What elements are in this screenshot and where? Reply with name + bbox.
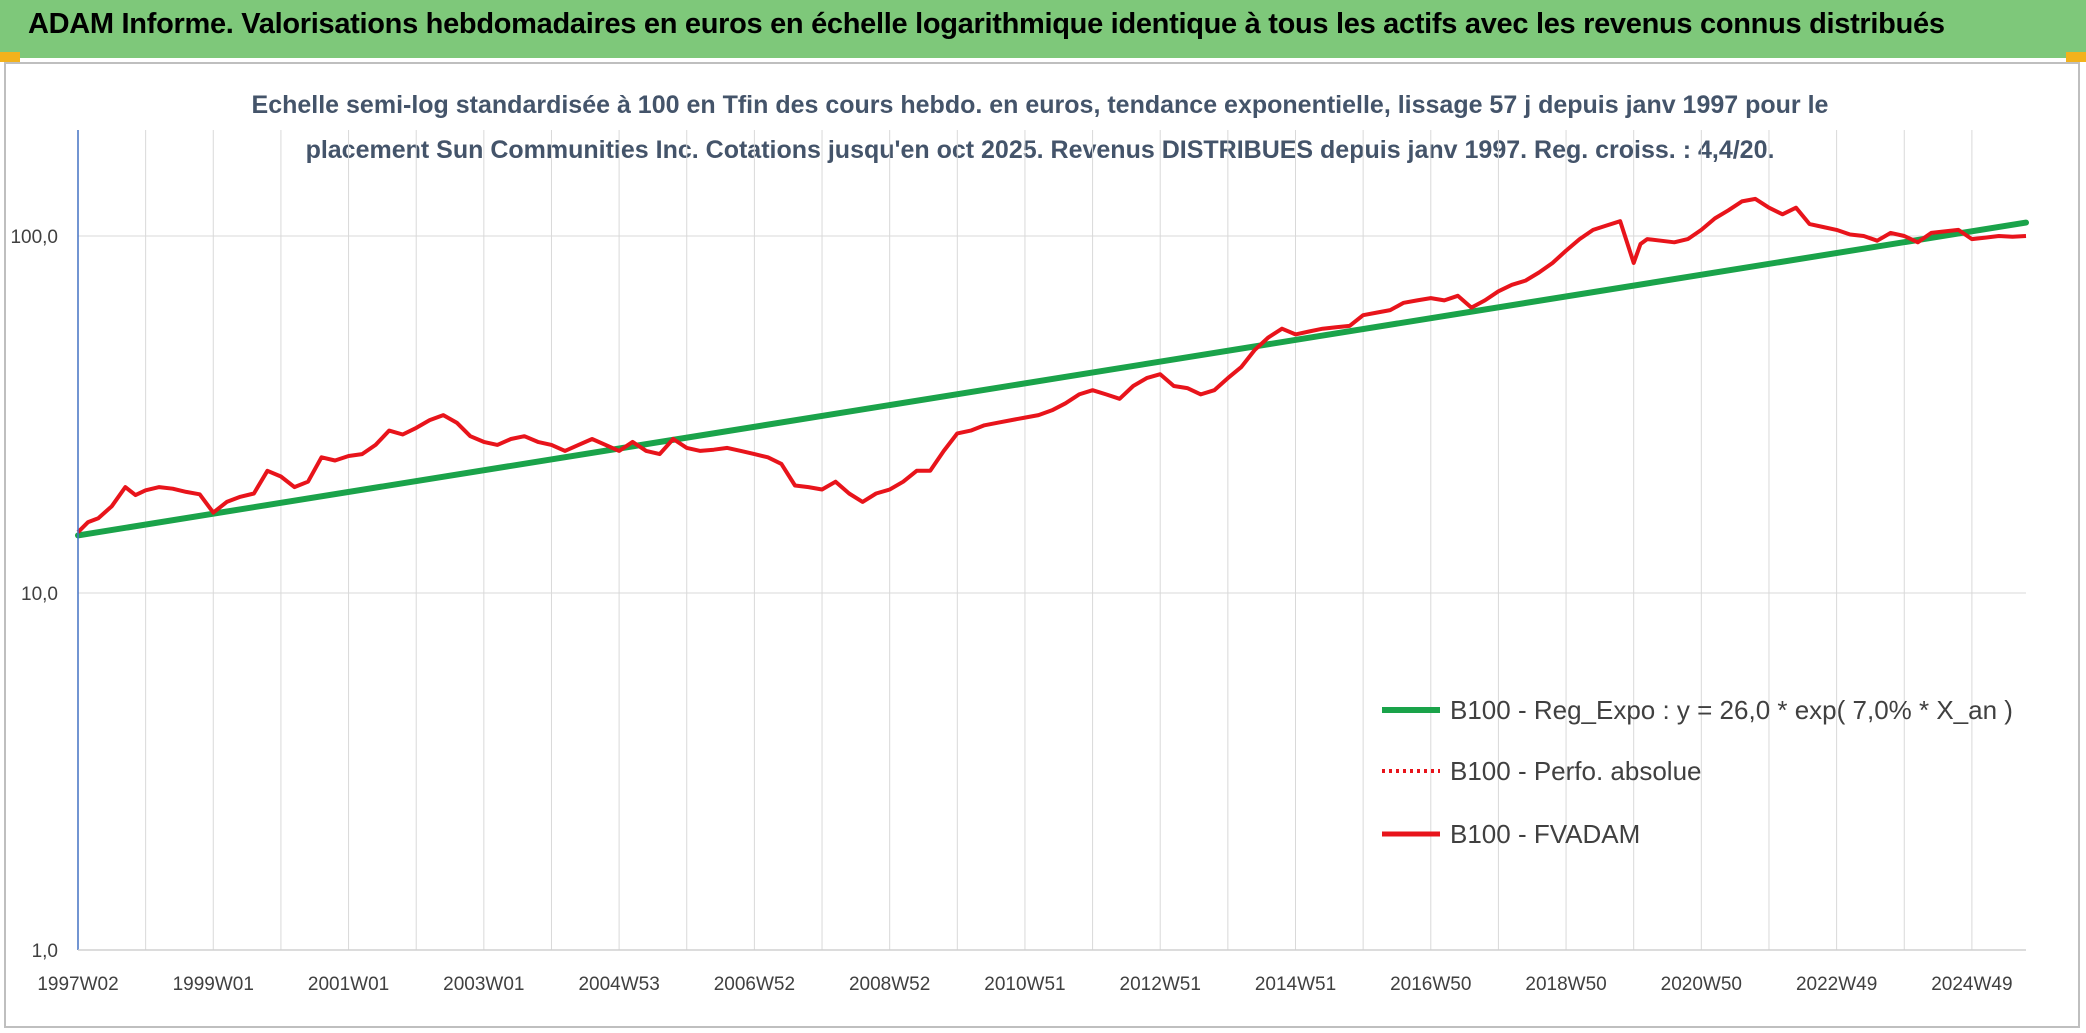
x-tick-label: 2020W50 [1661, 974, 1742, 995]
x-tick-label: 2012W51 [1120, 974, 1201, 995]
x-tick-label: 2004W53 [578, 974, 659, 995]
chart-subtitle-line1: Echelle semi-log standardisée à 100 en T… [252, 91, 1829, 119]
x-tick-label: 2024W49 [1931, 974, 2012, 995]
x-tick-label: 2008W52 [849, 974, 930, 995]
legend-perfo-absolue-label: B100 - Perfo. absolue [1450, 756, 1702, 786]
x-tick-label: 2003W01 [443, 974, 524, 995]
corner-marker-left [0, 52, 20, 62]
y-tick-label: 100,0 [10, 227, 58, 248]
chart-subtitle-line2: placement Sun Communities Inc. Cotations… [306, 136, 1775, 164]
x-tick-label: 2016W50 [1390, 974, 1471, 995]
x-tick-label: 2018W50 [1525, 974, 1606, 995]
x-tick-label: 2010W51 [984, 974, 1065, 995]
x-tick-label: 2014W51 [1255, 974, 1336, 995]
x-tick-label: 2006W52 [714, 974, 795, 995]
x-tick-label: 1999W01 [173, 974, 254, 995]
y-tick-label: 1,0 [32, 941, 58, 962]
series-fvadam-line [76, 196, 2027, 534]
legend-reg-expo-label: B100 - Reg_Expo : y = 26,0 * exp( 7,0% *… [1450, 695, 2013, 725]
header-bar: ADAM Informe. Valorisations hebdomadaire… [0, 0, 2086, 58]
page-title: ADAM Informe. Valorisations hebdomadaire… [28, 8, 1945, 40]
x-tick-label: 1997W02 [37, 974, 118, 995]
corner-marker-right [2066, 52, 2086, 62]
series-reg-expo-line [75, 219, 2029, 539]
chart-frame [4, 62, 2080, 1028]
y-tick-label: 10,0 [21, 584, 58, 605]
x-tick-label: 2001W01 [308, 974, 389, 995]
x-tick-label: 2022W49 [1796, 974, 1877, 995]
legend-fvadam-label: B100 - FVADAM [1450, 819, 1640, 849]
